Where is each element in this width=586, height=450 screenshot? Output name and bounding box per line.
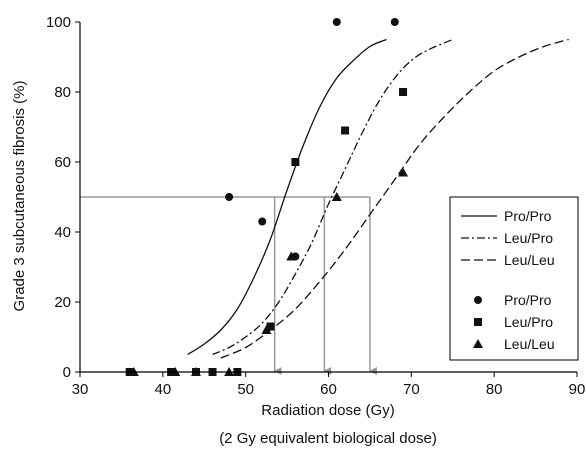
legend-label-curve-pro-pro: Pro/Pro bbox=[504, 208, 552, 224]
y-tick-label: 20 bbox=[54, 294, 71, 311]
data-point-leu-leu bbox=[261, 325, 272, 334]
x-axis-label: Radiation dose (Gy) bbox=[261, 402, 394, 419]
data-point-leu-pro bbox=[266, 322, 275, 331]
x-axis-sublabel: (2 Gy equivalent biological dose) bbox=[219, 430, 437, 447]
legend-marker-circle bbox=[474, 296, 482, 304]
x-tick-label: 90 bbox=[569, 381, 586, 398]
legend-label-points-leu-leu: Leu/Leu bbox=[504, 336, 555, 352]
data-point-leu-pro bbox=[341, 126, 350, 135]
fitted-curve-leu-pro bbox=[212, 38, 454, 356]
data-point-leu-pro bbox=[399, 88, 408, 96]
y-tick-label: 100 bbox=[46, 14, 71, 31]
data-point-pro-pro bbox=[390, 18, 399, 26]
data-point-leu-leu bbox=[286, 251, 297, 261]
x-tick-label: 70 bbox=[403, 381, 420, 398]
legend: Pro/Pro Leu/Pro Leu/Leu Pro/Pro Leu/Pro … bbox=[449, 196, 579, 361]
data-point-pro-pro bbox=[225, 193, 234, 201]
legend-label-curve-leu-pro: Leu/Pro bbox=[504, 230, 553, 246]
y-tick-label: 80 bbox=[54, 84, 71, 101]
x-tick-label: 50 bbox=[237, 381, 254, 398]
data-point-pro-pro bbox=[332, 18, 341, 26]
legend-box bbox=[449, 196, 579, 361]
y-axis-label: Grade 3 subcutaneous fibrosis (%) bbox=[11, 81, 28, 312]
x-tick-label: 80 bbox=[486, 381, 503, 398]
legend-label-points-pro-pro: Pro/Pro bbox=[504, 292, 552, 308]
axes: 30 40 50 60 70 80 90 0 20 40 60 80 100 bbox=[46, 14, 585, 398]
legend-label-curve-leu-leu: Leu/Leu bbox=[504, 252, 555, 268]
data-point-pro-pro bbox=[258, 217, 267, 226]
x-tick-label: 40 bbox=[154, 381, 171, 398]
y-tick-label: 0 bbox=[63, 364, 71, 381]
data-point-leu-pro bbox=[291, 158, 300, 166]
y-tick-label: 60 bbox=[54, 154, 71, 171]
x-tick-label: 60 bbox=[320, 381, 337, 398]
y-tick-label: 40 bbox=[54, 224, 71, 241]
legend-label-points-leu-pro: Leu/Pro bbox=[504, 314, 553, 330]
legend-marker-square bbox=[474, 318, 482, 326]
data-point-leu-leu bbox=[331, 192, 342, 201]
fitted-curves bbox=[187, 38, 569, 359]
x-tick-label: 30 bbox=[72, 381, 89, 398]
data-point-leu-leu bbox=[398, 167, 409, 177]
fitted-curve-pro-pro bbox=[187, 38, 387, 356]
reference-lines bbox=[80, 196, 377, 375]
fitted-curve-leu-leu bbox=[220, 38, 569, 359]
legend-marker-triangle bbox=[473, 339, 483, 348]
